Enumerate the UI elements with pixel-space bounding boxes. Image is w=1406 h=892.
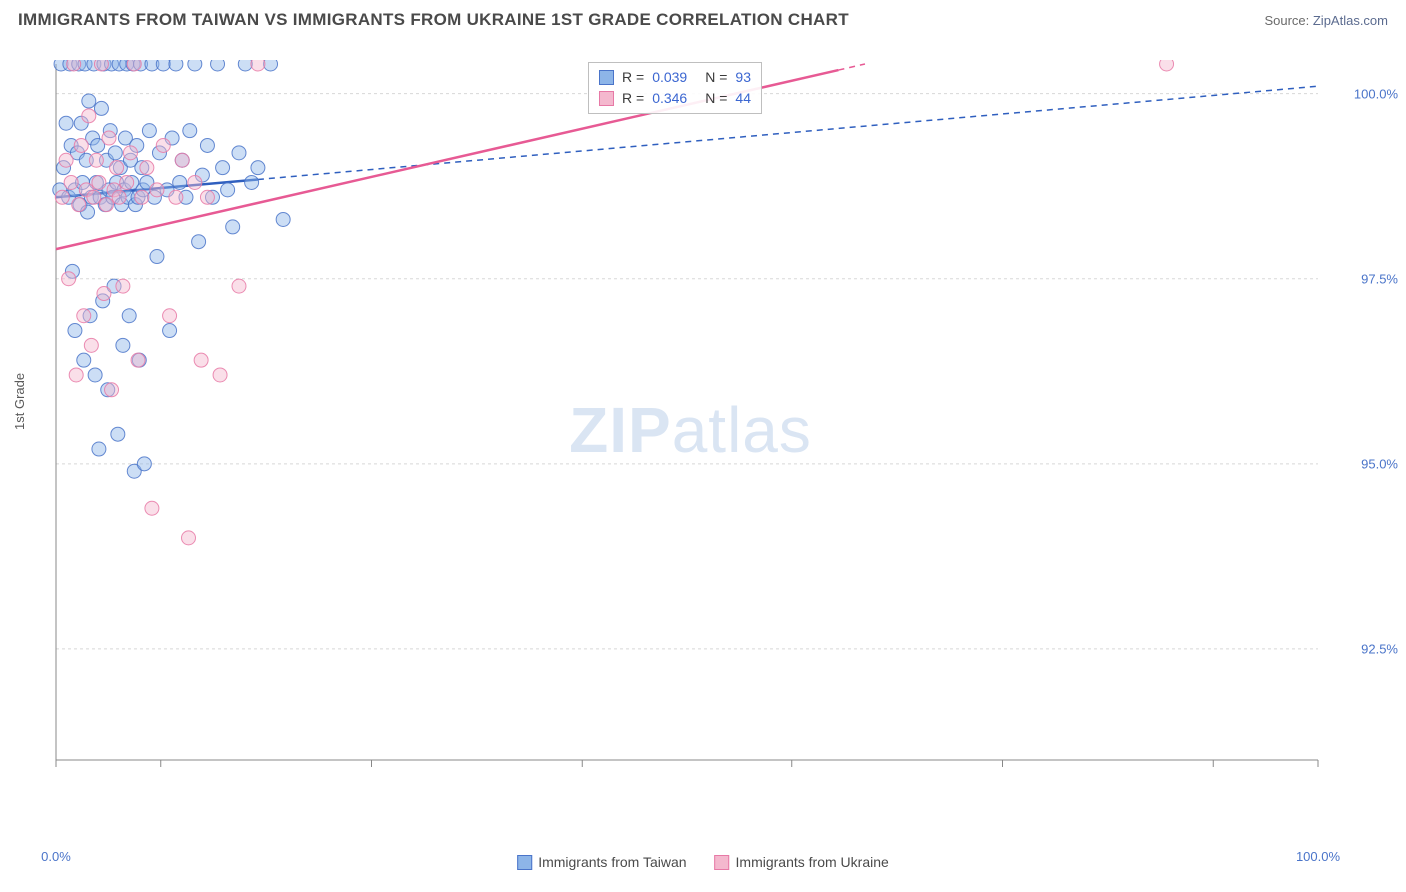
y-tick-label: 97.5% bbox=[1361, 271, 1398, 286]
stats-n-value: 93 bbox=[735, 67, 751, 88]
y-tick-label: 95.0% bbox=[1361, 456, 1398, 471]
stats-row: R = 0.039 N = 93 bbox=[599, 67, 751, 88]
stats-n-value: 44 bbox=[735, 88, 751, 109]
y-axis-label: 1st Grade bbox=[12, 373, 27, 430]
x-tick-label: 0.0% bbox=[41, 849, 71, 864]
chart-header: IMMIGRANTS FROM TAIWAN VS IMMIGRANTS FRO… bbox=[0, 0, 1406, 38]
stats-swatch bbox=[599, 91, 614, 106]
stats-r-label: R = bbox=[622, 88, 644, 109]
correlation-stats-box: R = 0.039 N = 93 R = 0.346 N = 44 bbox=[588, 62, 762, 114]
x-tick-label: 100.0% bbox=[1296, 849, 1340, 864]
stats-swatch bbox=[599, 70, 614, 85]
y-tick-label: 100.0% bbox=[1354, 86, 1398, 101]
stats-row: R = 0.346 N = 44 bbox=[599, 88, 751, 109]
chart-title: IMMIGRANTS FROM TAIWAN VS IMMIGRANTS FRO… bbox=[18, 10, 849, 30]
legend-swatch bbox=[715, 855, 730, 870]
legend-item: Immigrants from Ukraine bbox=[715, 854, 889, 870]
chart-source: Source: ZipAtlas.com bbox=[1264, 13, 1388, 28]
source-label: Source: bbox=[1264, 13, 1312, 28]
stats-r-label: R = bbox=[622, 67, 644, 88]
legend-label: Immigrants from Taiwan bbox=[538, 854, 686, 870]
legend-swatch bbox=[517, 855, 532, 870]
y-tick-label: 92.5% bbox=[1361, 641, 1398, 656]
stats-n-label: N = bbox=[705, 88, 727, 109]
legend-label: Immigrants from Ukraine bbox=[736, 854, 889, 870]
source-link[interactable]: ZipAtlas.com bbox=[1313, 13, 1388, 28]
stats-r-value: 0.039 bbox=[652, 67, 687, 88]
stats-n-label: N = bbox=[705, 67, 727, 88]
legend-item: Immigrants from Taiwan bbox=[517, 854, 686, 870]
plot-area: ZIPatlas R =0.039N =93R =0.346N =44 bbox=[48, 60, 1333, 800]
scatter-plot-svg bbox=[48, 60, 1333, 800]
stats-r-value: 0.346 bbox=[652, 88, 687, 109]
legend: Immigrants from Taiwan Immigrants from Uk… bbox=[517, 854, 889, 870]
